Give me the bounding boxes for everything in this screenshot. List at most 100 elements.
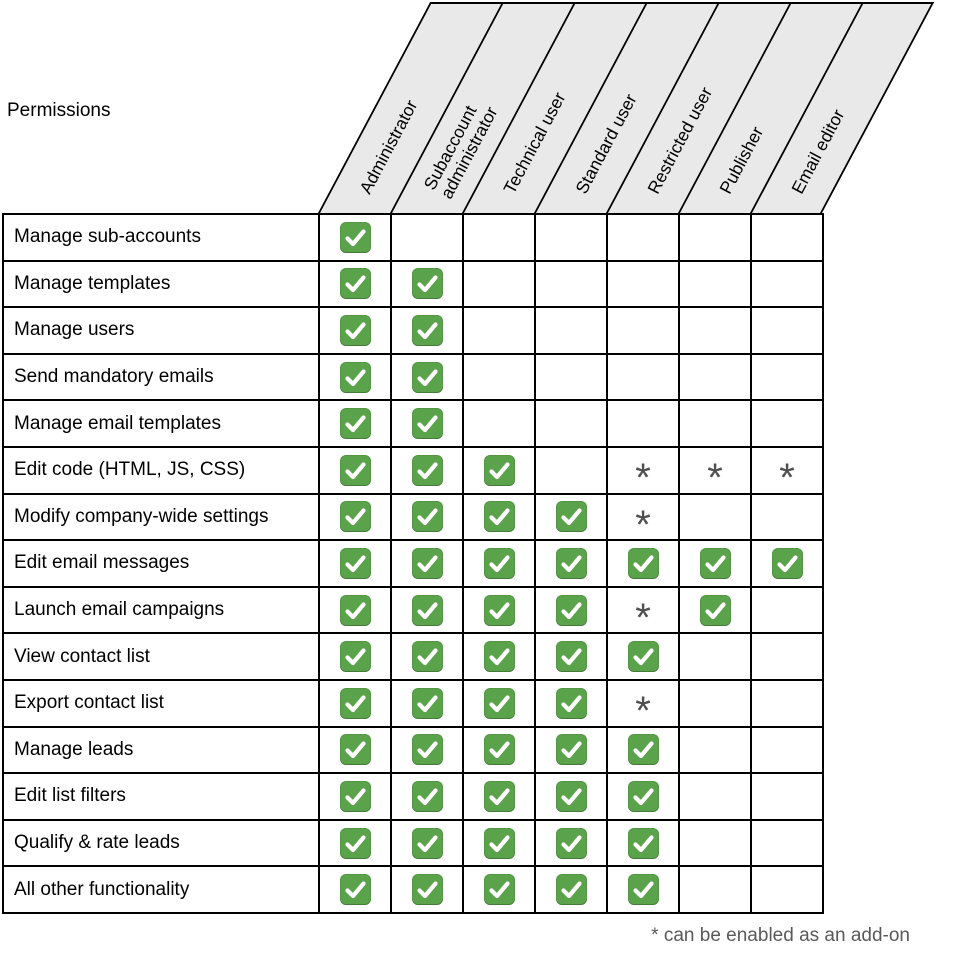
permission-cell-send-mandatory-emails-email-editor — [752, 354, 824, 402]
check-icon — [339, 314, 371, 346]
check-icon — [483, 687, 515, 719]
permission-cell-launch-email-campaigns-restricted-user: * — [608, 587, 680, 641]
permission-cell-manage-sub-accounts-email-editor — [752, 215, 824, 262]
check-icon — [339, 780, 371, 812]
permission-cell-export-contact-list-administrator — [320, 680, 392, 728]
permission-cell-edit-code-html-js-css-standard-user — [536, 447, 608, 495]
permission-cell-edit-list-filters-standard-user — [536, 774, 608, 821]
row-label-qualify-rate-leads: Qualify & rate leads — [4, 820, 320, 868]
permission-cell-send-mandatory-emails-administrator — [320, 354, 392, 402]
permission-cell-modify-company-wide-settings-subaccount-administrator — [392, 494, 464, 542]
check-icon — [339, 827, 371, 859]
permission-cell-all-other-functionality-email-editor — [752, 867, 824, 914]
permission-cell-view-contact-list-subaccount-administrator — [392, 634, 464, 681]
check-icon — [555, 594, 587, 626]
permission-cell-modify-company-wide-settings-technical-user — [464, 494, 536, 542]
permission-cell-manage-templates-email-editor — [752, 261, 824, 309]
check-icon — [555, 501, 587, 533]
check-icon — [483, 594, 515, 626]
check-icon — [339, 594, 371, 626]
permission-cell-manage-users-standard-user — [536, 308, 608, 355]
row-label-view-contact-list: View contact list — [4, 634, 320, 681]
permission-cell-edit-list-filters-restricted-user — [608, 774, 680, 821]
row-label-manage-users: Manage users — [4, 308, 320, 355]
row-label-edit-list-filters: Edit list filters — [4, 774, 320, 821]
check-icon — [411, 780, 443, 812]
permission-cell-view-contact-list-email-editor — [752, 634, 824, 681]
permission-cell-edit-list-filters-email-editor — [752, 774, 824, 821]
check-icon — [339, 221, 371, 253]
check-icon — [411, 594, 443, 626]
permission-cell-manage-templates-restricted-user — [608, 261, 680, 309]
permission-cell-edit-code-html-js-css-publisher: * — [680, 447, 752, 501]
permission-cell-manage-email-templates-technical-user — [464, 401, 536, 448]
permission-cell-edit-code-html-js-css-restricted-user: * — [608, 447, 680, 498]
permission-cell-edit-email-messages-restricted-user — [608, 541, 680, 588]
permission-cell-launch-email-campaigns-standard-user — [536, 587, 608, 635]
permission-cell-manage-leads-email-editor — [752, 727, 824, 775]
check-icon — [411, 408, 443, 440]
permission-cell-send-mandatory-emails-technical-user — [464, 354, 536, 402]
check-icon — [627, 780, 659, 812]
check-icon — [339, 268, 371, 300]
addon-asterisk: * — [707, 456, 723, 501]
addon-asterisk: * — [635, 502, 651, 547]
check-icon — [627, 827, 659, 859]
permission-cell-manage-leads-subaccount-administrator — [392, 727, 464, 775]
check-icon — [555, 827, 587, 859]
check-icon — [411, 314, 443, 346]
permission-cell-all-other-functionality-subaccount-administrator — [392, 867, 464, 914]
permission-cell-manage-templates-subaccount-administrator — [392, 261, 464, 309]
addon-asterisk: * — [635, 596, 651, 641]
permission-cell-all-other-functionality-publisher — [680, 867, 752, 914]
check-icon — [339, 641, 371, 673]
permission-cell-modify-company-wide-settings-email-editor — [752, 494, 824, 542]
check-icon — [555, 780, 587, 812]
permission-cell-view-contact-list-restricted-user — [608, 634, 680, 681]
permission-cell-launch-email-campaigns-publisher — [680, 587, 752, 635]
check-icon — [411, 827, 443, 859]
permission-cell-edit-email-messages-administrator — [320, 541, 392, 588]
permission-cell-manage-sub-accounts-subaccount-administrator — [392, 215, 464, 262]
permission-cell-manage-users-publisher — [680, 308, 752, 355]
permission-cell-manage-email-templates-publisher — [680, 401, 752, 448]
check-icon — [483, 827, 515, 859]
permission-cell-export-contact-list-publisher — [680, 680, 752, 728]
permission-cell-manage-email-templates-administrator — [320, 401, 392, 448]
permission-cell-export-contact-list-subaccount-administrator — [392, 680, 464, 728]
check-icon — [339, 408, 371, 440]
row-label-edit-code-html-js-css: Edit code (HTML, JS, CSS) — [4, 447, 320, 495]
check-icon — [339, 361, 371, 393]
permission-cell-export-contact-list-standard-user — [536, 680, 608, 728]
row-label-edit-email-messages: Edit email messages — [4, 541, 320, 588]
permission-cell-manage-sub-accounts-publisher — [680, 215, 752, 262]
permission-cell-qualify-rate-leads-subaccount-administrator — [392, 820, 464, 868]
check-icon — [339, 874, 371, 906]
permissions-title: Permissions — [7, 100, 111, 121]
permission-cell-all-other-functionality-technical-user — [464, 867, 536, 914]
check-icon — [483, 547, 515, 579]
permission-cell-manage-email-templates-email-editor — [752, 401, 824, 448]
permission-cell-edit-code-html-js-css-administrator — [320, 447, 392, 495]
check-icon — [627, 547, 659, 579]
permission-cell-qualify-rate-leads-restricted-user — [608, 820, 680, 868]
permission-cell-view-contact-list-publisher — [680, 634, 752, 681]
check-icon — [339, 734, 371, 766]
permission-cell-edit-email-messages-email-editor — [752, 541, 824, 588]
permission-cell-manage-sub-accounts-technical-user — [464, 215, 536, 262]
permission-cell-export-contact-list-technical-user — [464, 680, 536, 728]
row-label-launch-email-campaigns: Launch email campaigns — [4, 587, 320, 635]
row-label-export-contact-list: Export contact list — [4, 680, 320, 728]
permission-cell-manage-templates-publisher — [680, 261, 752, 309]
row-label-all-other-functionality: All other functionality — [4, 867, 320, 914]
permission-cell-modify-company-wide-settings-publisher — [680, 494, 752, 542]
permission-cell-edit-list-filters-publisher — [680, 774, 752, 821]
check-icon — [555, 687, 587, 719]
permission-cell-qualify-rate-leads-technical-user — [464, 820, 536, 868]
permission-cell-view-contact-list-administrator — [320, 634, 392, 681]
column-headers-band — [318, 2, 935, 213]
addon-asterisk: * — [635, 689, 651, 734]
permission-cell-qualify-rate-leads-administrator — [320, 820, 392, 868]
permission-cell-edit-list-filters-technical-user — [464, 774, 536, 821]
